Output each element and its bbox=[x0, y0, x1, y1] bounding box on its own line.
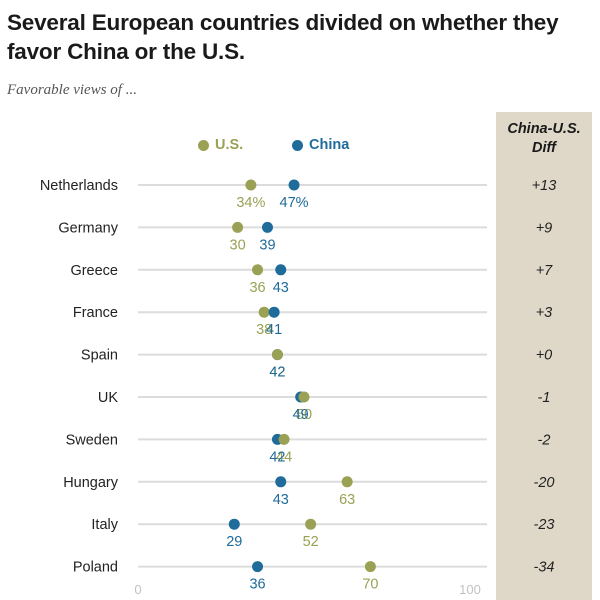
china-dot-netherlands bbox=[288, 179, 300, 191]
diff-value-italy: -23 bbox=[534, 517, 555, 533]
us-dot-hungary bbox=[341, 476, 353, 488]
category-label-germany: Germany bbox=[58, 220, 118, 236]
diff-header-line-1: China-U.S. bbox=[507, 121, 581, 137]
diff-value-netherlands: +13 bbox=[532, 178, 557, 194]
us-dot-uk bbox=[298, 391, 310, 403]
diff-value-hungary: -20 bbox=[534, 475, 555, 491]
category-label-netherlands: Netherlands bbox=[40, 178, 118, 194]
category-label-sweden: Sweden bbox=[66, 432, 118, 448]
us-dot-germany bbox=[232, 221, 244, 233]
china-dot-france bbox=[268, 306, 280, 318]
us-value-hungary: 63 bbox=[339, 492, 355, 508]
legend-us-label: U.S. bbox=[215, 137, 244, 153]
us-value-netherlands: 34% bbox=[236, 195, 265, 211]
china-dot-italy bbox=[228, 518, 240, 530]
us-dot-italy bbox=[305, 518, 317, 530]
us-dot-poland bbox=[364, 561, 376, 573]
diff-value-france: +3 bbox=[536, 305, 553, 321]
china-value-sweden: 42 bbox=[269, 449, 285, 465]
china-value-greece: 43 bbox=[273, 280, 289, 296]
diff-value-poland: -34 bbox=[534, 560, 555, 576]
category-label-spain: Spain bbox=[81, 348, 118, 364]
us-dot-netherlands bbox=[245, 179, 257, 191]
category-label-italy: Italy bbox=[91, 517, 118, 533]
china-value-uk: 49 bbox=[293, 407, 309, 423]
china-dot-greece bbox=[275, 264, 287, 276]
us-value-greece: 36 bbox=[249, 280, 265, 296]
china-value-netherlands: 47% bbox=[280, 195, 309, 211]
us-value-germany: 30 bbox=[230, 237, 246, 253]
category-label-france: France bbox=[73, 305, 118, 321]
us-dot-greece bbox=[252, 264, 264, 276]
us-value-uk: 50 bbox=[296, 407, 312, 423]
diff-column-header: China-U.S. Diff bbox=[496, 120, 592, 158]
chart-subtitle: Favorable views of ... bbox=[7, 82, 137, 98]
category-label-greece: Greece bbox=[70, 263, 118, 279]
legend-china-dot-icon bbox=[292, 139, 303, 151]
china-dot-hungary bbox=[275, 476, 287, 488]
us-dot-france bbox=[258, 306, 270, 318]
category-label-uk: UK bbox=[98, 390, 118, 406]
diff-header-line-2: Diff bbox=[532, 140, 556, 156]
diff-value-spain: +0 bbox=[536, 348, 553, 364]
china-value-hungary: 43 bbox=[273, 492, 289, 508]
diff-value-sweden: -2 bbox=[538, 432, 551, 448]
us-value-poland: 70 bbox=[362, 577, 378, 593]
china-dot-germany bbox=[261, 221, 273, 233]
diff-panel bbox=[496, 112, 592, 600]
category-label-poland: Poland bbox=[73, 560, 118, 576]
x-tick-label-min: 0 bbox=[134, 582, 141, 597]
us-dot-sweden bbox=[278, 433, 290, 445]
china-value-poland: 36 bbox=[249, 577, 265, 593]
chart-title: Several European countries divided on wh… bbox=[7, 10, 559, 64]
china-value-france: 41 bbox=[266, 322, 282, 338]
legend-us-dot-icon bbox=[198, 139, 209, 151]
us-value-france: 38 bbox=[256, 322, 272, 338]
x-tick-label-max: 100 bbox=[459, 582, 481, 597]
diff-value-germany: +9 bbox=[536, 220, 553, 236]
us-value-italy: 52 bbox=[303, 534, 319, 550]
us-value-spain: 42 bbox=[269, 365, 285, 381]
legend-china-label: China bbox=[309, 137, 350, 153]
diff-value-uk: -1 bbox=[538, 390, 551, 406]
china-value-italy: 29 bbox=[226, 534, 242, 550]
diff-value-greece: +7 bbox=[536, 263, 553, 279]
category-label-hungary: Hungary bbox=[63, 475, 119, 491]
china-value-germany: 39 bbox=[259, 237, 275, 253]
us-dot-spain bbox=[271, 349, 283, 361]
china-dot-poland bbox=[252, 561, 264, 573]
legend-item-china: China bbox=[292, 137, 349, 153]
legend-item-us: U.S. bbox=[198, 137, 243, 153]
china-value-spain: 42 bbox=[269, 365, 285, 381]
us-value-sweden: 44 bbox=[276, 449, 292, 465]
